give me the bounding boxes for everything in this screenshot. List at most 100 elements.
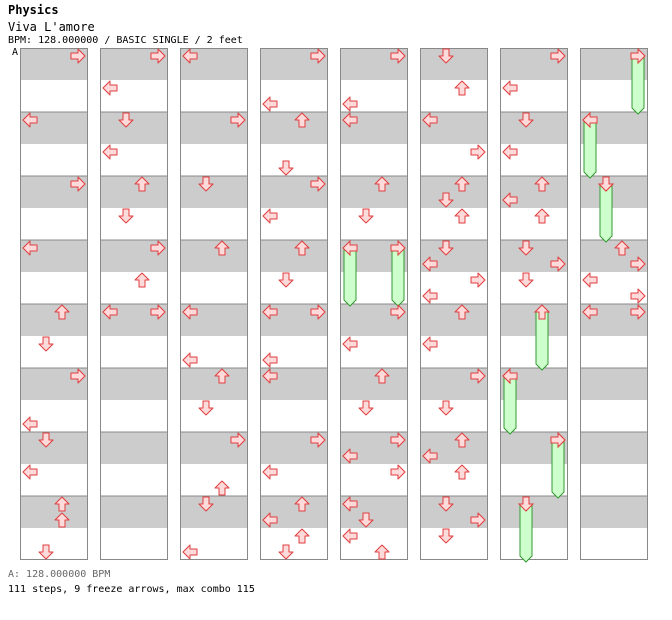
step-arrow-left <box>22 240 38 256</box>
step-arrow-left <box>102 80 118 96</box>
beat-stripe <box>180 512 248 528</box>
beat-stripe <box>20 320 88 336</box>
beat-stripe <box>260 192 328 208</box>
beat-stripe <box>20 192 88 208</box>
beat-stripe <box>580 240 648 256</box>
step-arrow-left <box>342 528 358 544</box>
beat-stripe <box>20 384 88 400</box>
step-arrow-left <box>582 112 598 128</box>
beat-stripe <box>340 176 408 192</box>
beat-stripe <box>100 112 168 128</box>
step-arrow-left <box>22 416 38 432</box>
step-arrow-up <box>454 80 470 96</box>
beat-stripe <box>420 448 488 464</box>
step-arrow-down <box>118 112 134 128</box>
beat-stripe <box>100 48 168 64</box>
step-arrow-down <box>278 160 294 176</box>
beat-stripe <box>180 432 248 448</box>
step-arrow-right <box>390 48 406 64</box>
step-arrow-down <box>358 400 374 416</box>
beat-stripe <box>20 176 88 192</box>
step-arrow-left <box>102 144 118 160</box>
beat-stripe <box>340 256 408 272</box>
column-border <box>180 48 248 560</box>
step-arrow-left <box>262 352 278 368</box>
step-arrow-left <box>262 304 278 320</box>
beat-stripe <box>180 320 248 336</box>
beat-stripe <box>180 240 248 256</box>
step-arrow-down <box>358 208 374 224</box>
column-border <box>100 48 168 560</box>
beat-stripe <box>420 368 488 384</box>
beat-stripe <box>340 64 408 80</box>
step-arrow-up <box>54 512 70 528</box>
step-stats: 111 steps, 9 freeze arrows, max combo 11… <box>8 584 255 595</box>
step-arrow-down <box>118 208 134 224</box>
beat-stripe <box>100 384 168 400</box>
step-arrow-down <box>518 240 534 256</box>
step-arrow-right <box>390 304 406 320</box>
freeze-arrow-body <box>519 503 533 563</box>
step-arrow-down <box>518 272 534 288</box>
beat-stripe <box>100 240 168 256</box>
beat-stripe <box>100 432 168 448</box>
step-arrow-left <box>422 288 438 304</box>
beat-stripe <box>100 368 168 384</box>
beat-stripe <box>100 256 168 272</box>
beat-stripe <box>180 384 248 400</box>
beat-stripe <box>100 448 168 464</box>
beat-stripe <box>340 192 408 208</box>
chart-column <box>20 48 88 560</box>
beat-stripe <box>580 320 648 336</box>
step-arrow-down <box>438 240 454 256</box>
beat-stripe <box>340 240 408 256</box>
beat-stripe <box>420 240 488 256</box>
step-arrow-right <box>630 304 646 320</box>
chart-column <box>260 48 328 560</box>
beat-stripe <box>500 48 568 64</box>
step-arrow-up <box>454 432 470 448</box>
step-arrow-up <box>294 496 310 512</box>
chart-info: BPM: 128.000000 / BASIC SINGLE / 2 feet <box>8 35 243 46</box>
beat-stripe <box>20 496 88 512</box>
song-title: Viva L'amore <box>8 20 95 34</box>
step-arrow-up <box>54 304 70 320</box>
step-arrow-left <box>342 96 358 112</box>
beat-stripe <box>420 512 488 528</box>
beat-stripe <box>340 432 408 448</box>
beat-stripe <box>260 448 328 464</box>
step-arrow-left <box>182 544 198 560</box>
step-arrow-left <box>342 496 358 512</box>
step-arrow-left <box>582 272 598 288</box>
step-arrow-left <box>342 112 358 128</box>
beat-stripe <box>260 128 328 144</box>
step-arrow-down <box>598 176 614 192</box>
beat-stripe <box>580 384 648 400</box>
beat-stripe <box>580 64 648 80</box>
beat-stripe <box>100 128 168 144</box>
chart-column <box>180 48 248 560</box>
step-arrow-right <box>70 48 86 64</box>
beat-stripe <box>500 368 568 384</box>
step-arrow-right <box>150 304 166 320</box>
step-arrow-right <box>310 48 326 64</box>
beat-stripe <box>20 368 88 384</box>
step-chart <box>20 47 648 563</box>
step-arrow-right <box>470 272 486 288</box>
beat-stripe <box>500 496 568 512</box>
step-arrow-up <box>614 240 630 256</box>
beat-stripe <box>500 320 568 336</box>
step-arrow-right <box>550 432 566 448</box>
beat-stripe <box>260 368 328 384</box>
beat-stripe <box>100 192 168 208</box>
beat-stripe <box>420 256 488 272</box>
beat-stripe <box>100 496 168 512</box>
beat-stripe <box>500 128 568 144</box>
step-arrow-left <box>502 80 518 96</box>
step-arrow-left <box>422 256 438 272</box>
beat-stripe <box>420 384 488 400</box>
step-arrow-right <box>390 432 406 448</box>
step-arrow-up <box>374 368 390 384</box>
beat-stripe <box>20 256 88 272</box>
beat-stripe <box>180 48 248 64</box>
